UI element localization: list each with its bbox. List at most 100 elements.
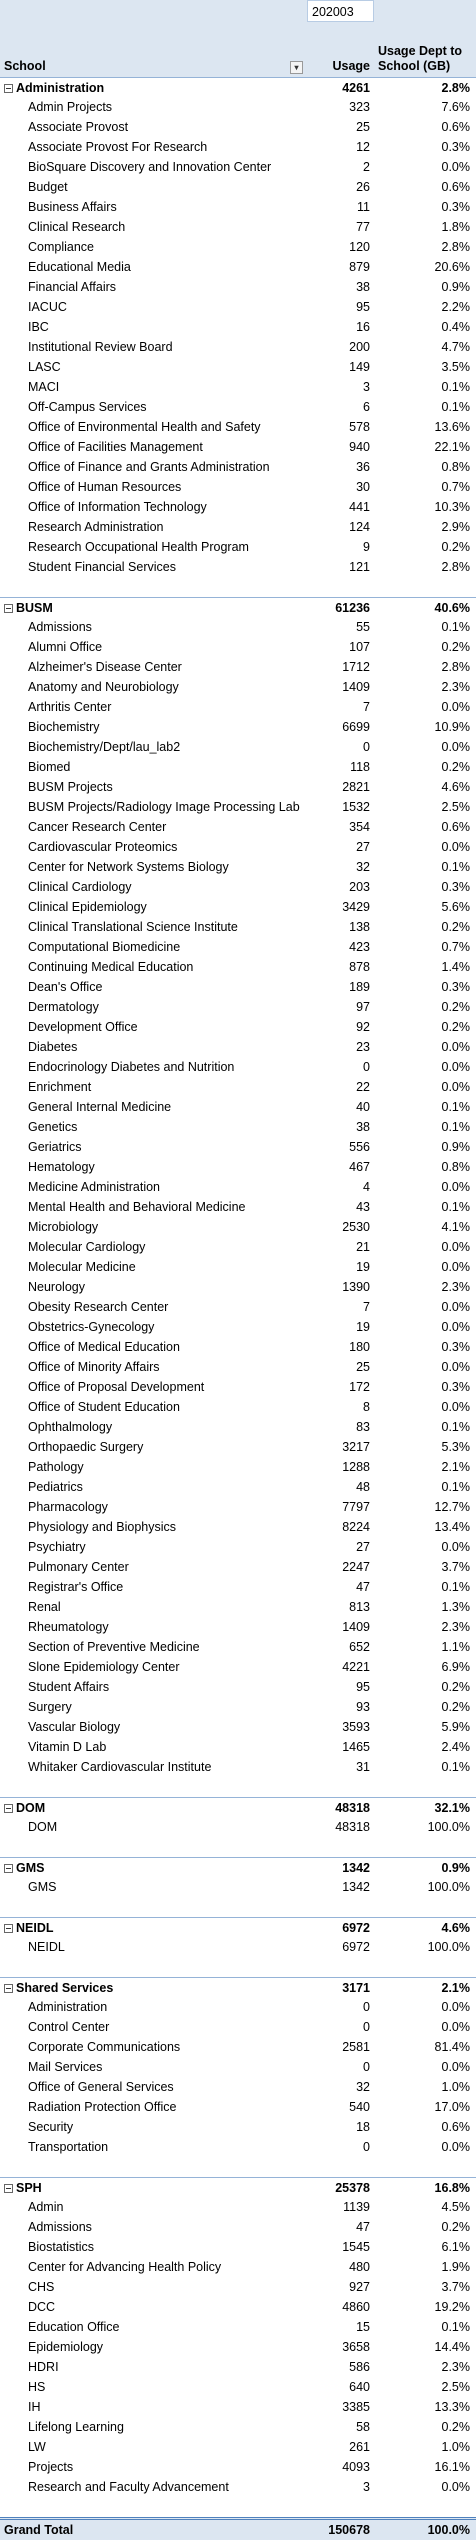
collapse-button[interactable] <box>4 1984 13 1993</box>
department-usage: 77 <box>356 220 370 234</box>
collapse-button[interactable] <box>4 1924 13 1933</box>
department-share: 0.0% <box>441 2480 471 2494</box>
department-usage: 120 <box>349 240 370 254</box>
department-usage: 8224 <box>342 1520 370 1534</box>
department-row: Security 18 0.6% <box>0 2117 476 2137</box>
department-share: 0.1% <box>441 1120 471 1134</box>
department-row: Office of Minority Affairs 25 0.0% <box>0 1357 476 1377</box>
department-name: Associate Provost For Research <box>28 140 208 154</box>
group-name: Shared Services <box>16 1981 114 1995</box>
department-share: 0.0% <box>441 2140 471 2154</box>
department-share: 0.7% <box>441 940 471 954</box>
department-share: 6.9% <box>441 1660 471 1674</box>
collapse-button[interactable] <box>4 84 13 93</box>
department-share: 0.0% <box>441 1060 471 1074</box>
department-share: 4.7% <box>441 340 471 354</box>
department-name: Renal <box>28 1600 61 1614</box>
department-row: Admissions 47 0.2% <box>0 2217 476 2237</box>
department-name: NEIDL <box>28 1940 65 1954</box>
department-share: 0.1% <box>441 1100 471 1114</box>
department-usage: 940 <box>349 440 370 454</box>
department-usage: 27 <box>356 1540 370 1554</box>
grand-total-row: Grand Total 150678 100.0% <box>0 2517 476 2540</box>
collapse-button[interactable] <box>4 604 13 613</box>
department-share: 0.8% <box>441 1160 471 1174</box>
department-name: Neurology <box>28 1280 85 1294</box>
department-usage: 92 <box>356 1020 370 1034</box>
department-row: Educational Media 879 20.6% <box>0 257 476 277</box>
department-name: DOM <box>28 1820 58 1834</box>
department-share: 2.1% <box>441 1460 471 1474</box>
department-name: MACI <box>28 380 60 394</box>
department-share: 0.0% <box>441 1360 471 1374</box>
blank-cell <box>374 0 476 22</box>
usage-header: Usage <box>332 59 370 73</box>
department-row: General Internal Medicine 40 0.1% <box>0 1097 476 1117</box>
department-row: Radiation Protection Office 540 17.0% <box>0 2097 476 2117</box>
department-row: Pulmonary Center 2247 3.7% <box>0 1557 476 1577</box>
group-usage: 61236 <box>335 601 370 615</box>
department-usage: 58 <box>356 2420 370 2434</box>
department-row: Financial Affairs 38 0.9% <box>0 277 476 297</box>
department-share: 1.3% <box>441 1600 471 1614</box>
department-row: Section of Preventive Medicine 652 1.1% <box>0 1637 476 1657</box>
department-share: 0.2% <box>441 1680 471 1694</box>
department-share: 0.1% <box>441 1580 471 1594</box>
collapse-button[interactable] <box>4 1864 13 1873</box>
department-row: Registrar's Office 47 0.1% <box>0 1577 476 1597</box>
department-row: Obstetrics-Gynecology 19 0.0% <box>0 1317 476 1337</box>
department-share: 1.9% <box>441 2260 471 2274</box>
department-name: Dean's Office <box>28 980 103 994</box>
department-name: Office of General Services <box>28 2080 174 2094</box>
department-row: NEIDL 6972 100.0% <box>0 1937 476 1957</box>
department-share: 6.1% <box>441 2240 471 2254</box>
department-name: Student Affairs <box>28 1680 110 1694</box>
collapse-button[interactable] <box>4 1804 13 1813</box>
department-share: 0.0% <box>441 1080 471 1094</box>
department-usage: 38 <box>356 1120 370 1134</box>
department-share: 0.3% <box>441 200 471 214</box>
department-share: 20.6% <box>434 260 470 274</box>
department-share: 0.0% <box>441 1180 471 1194</box>
department-name: Physiology and Biophysics <box>28 1520 176 1534</box>
department-row: Vascular Biology 3593 5.9% <box>0 1717 476 1737</box>
group-usage: 4261 <box>342 81 370 95</box>
department-usage: 1465 <box>342 1740 370 1754</box>
filter-button[interactable]: ▾ <box>290 61 303 74</box>
department-row: Education Office 15 0.1% <box>0 2317 476 2337</box>
department-share: 0.2% <box>441 2220 471 2234</box>
department-usage: 149 <box>349 360 370 374</box>
department-row: Research Occupational Health Program 9 0.2… <box>0 537 476 557</box>
department-usage: 2530 <box>342 1220 370 1234</box>
group-usage: 25378 <box>335 2181 370 2195</box>
department-row: Ophthalmology 83 0.1% <box>0 1417 476 1437</box>
department-name: Orthopaedic Surgery <box>28 1440 144 1454</box>
department-share: 1.0% <box>441 2080 471 2094</box>
department-share: 0.2% <box>441 540 471 554</box>
department-share: 7.6% <box>441 100 471 114</box>
department-row: Projects 4093 16.1% <box>0 2457 476 2477</box>
department-share: 2.5% <box>441 800 471 814</box>
department-row: Office of Information Technology 441 10.3% <box>0 497 476 517</box>
department-usage: 4 <box>363 1180 370 1194</box>
department-usage: 31 <box>356 1760 370 1774</box>
department-row: Epidemiology 3658 14.4% <box>0 2337 476 2357</box>
collapse-button[interactable] <box>4 2184 13 2193</box>
group-name-cell: DOM <box>0 1798 307 1817</box>
department-usage: 4093 <box>342 2460 370 2474</box>
department-usage: 95 <box>356 300 370 314</box>
department-row: Control Center 0 0.0% <box>0 2017 476 2037</box>
department-usage: 927 <box>349 2280 370 2294</box>
group-name: DOM <box>16 1801 46 1815</box>
department-name: Rheumatology <box>28 1620 109 1634</box>
department-usage: 11 <box>357 200 370 214</box>
department-name: Biomed <box>28 760 71 774</box>
department-usage: 23 <box>356 1040 370 1054</box>
department-share: 4.1% <box>441 1220 471 1234</box>
department-name: Pediatrics <box>28 1480 83 1494</box>
department-name: IH <box>28 2400 41 2414</box>
department-name: Clinical Translational Science Institute <box>28 920 238 934</box>
department-row: Admin 1139 4.5% <box>0 2197 476 2217</box>
department-name: Radiation Protection Office <box>28 2100 177 2114</box>
department-share: 0.8% <box>441 460 471 474</box>
